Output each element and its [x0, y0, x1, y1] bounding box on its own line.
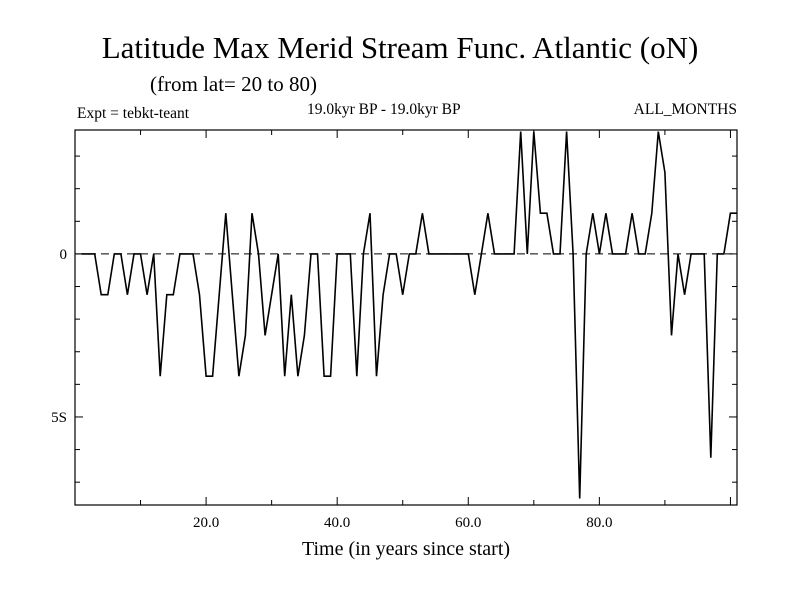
- months-label: ALL_MONTHS: [633, 101, 737, 118]
- y-tick-label: 0: [60, 247, 68, 263]
- x-axis-label: Time (in years since start): [302, 538, 510, 560]
- chart-title: Latitude Max Merid Stream Func. Atlantic…: [101, 30, 699, 65]
- y-tick-label: 5S: [51, 410, 67, 426]
- plot-frame: [74, 129, 738, 506]
- x-tick-label: 20.0: [193, 515, 219, 531]
- x-tick-label: 80.0: [586, 515, 612, 531]
- series-line: [81, 131, 737, 499]
- chart-subtitle: (from lat= 20 to 80): [150, 72, 317, 96]
- experiment-label: Expt = tebkt-teant: [77, 105, 190, 122]
- period-label: 19.0kyr BP - 19.0kyr BP: [307, 101, 461, 118]
- x-tick-label: 40.0: [324, 515, 350, 531]
- x-tick-label: 60.0: [455, 515, 481, 531]
